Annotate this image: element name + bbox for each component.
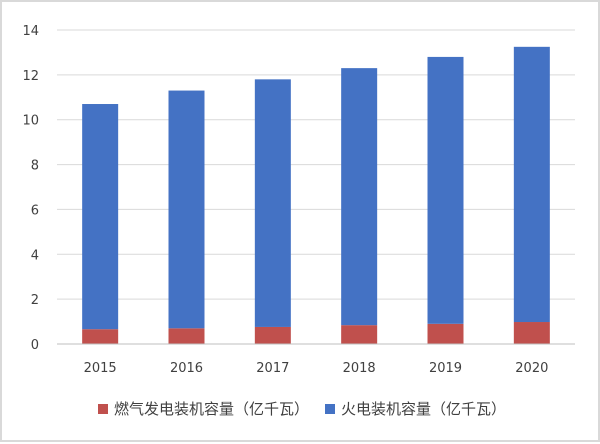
bar-thermal-2019	[427, 56, 464, 324]
bar-thermal-2018	[341, 68, 378, 326]
bar-gas-2018	[341, 325, 378, 344]
y-tick-label: 6	[31, 203, 39, 218]
y-axis-tick-labels: 0 2 4 6 8 10 12 14	[22, 24, 39, 353]
legend-swatch-thermal	[325, 403, 335, 414]
x-tick-label: 2020	[515, 361, 548, 376]
y-tick-label: 14	[22, 24, 39, 39]
bar-thermal-2017	[254, 79, 291, 327]
y-tick-label: 2	[31, 293, 39, 308]
bar-gas-2015	[82, 329, 119, 344]
y-tick-label: 0	[31, 338, 39, 353]
legend-item-thermal: 火电装机容量（亿千瓦）	[325, 398, 506, 419]
y-tick-label: 12	[22, 69, 39, 84]
legend-label-gas: 燃气发电装机容量（亿千瓦）	[113, 400, 309, 418]
bar-thermal-2016	[168, 90, 205, 329]
legend-swatch-gas	[97, 403, 108, 414]
bar-thermal-2015	[82, 104, 119, 330]
x-tick-label: 2018	[343, 361, 376, 376]
x-tick-label: 2015	[84, 361, 117, 376]
bar-gas-2019	[427, 323, 464, 344]
legend-label-thermal: 火电装机容量（亿千瓦）	[341, 400, 507, 418]
x-tick-label: 2019	[429, 361, 462, 376]
x-tick-label: 2017	[256, 361, 289, 376]
bar-gas-2017	[254, 326, 291, 344]
y-tick-label: 4	[31, 248, 39, 263]
x-axis-tick-labels: 2015 2016 2017 2018 2019 2020	[84, 361, 549, 376]
y-tick-label: 10	[22, 114, 39, 129]
bar-thermal-2020	[513, 46, 550, 323]
legend-item-gas: 燃气发电装机容量（亿千瓦）	[97, 398, 309, 419]
bars	[82, 46, 550, 344]
gridlines	[57, 29, 575, 300]
bar-gas-2020	[513, 322, 550, 344]
legend: 燃气发电装机容量（亿千瓦） 火电装机容量（亿千瓦）	[2, 398, 600, 419]
y-tick-label: 8	[31, 159, 39, 174]
bar-gas-2016	[168, 328, 205, 344]
x-tick-label: 2016	[170, 361, 203, 376]
